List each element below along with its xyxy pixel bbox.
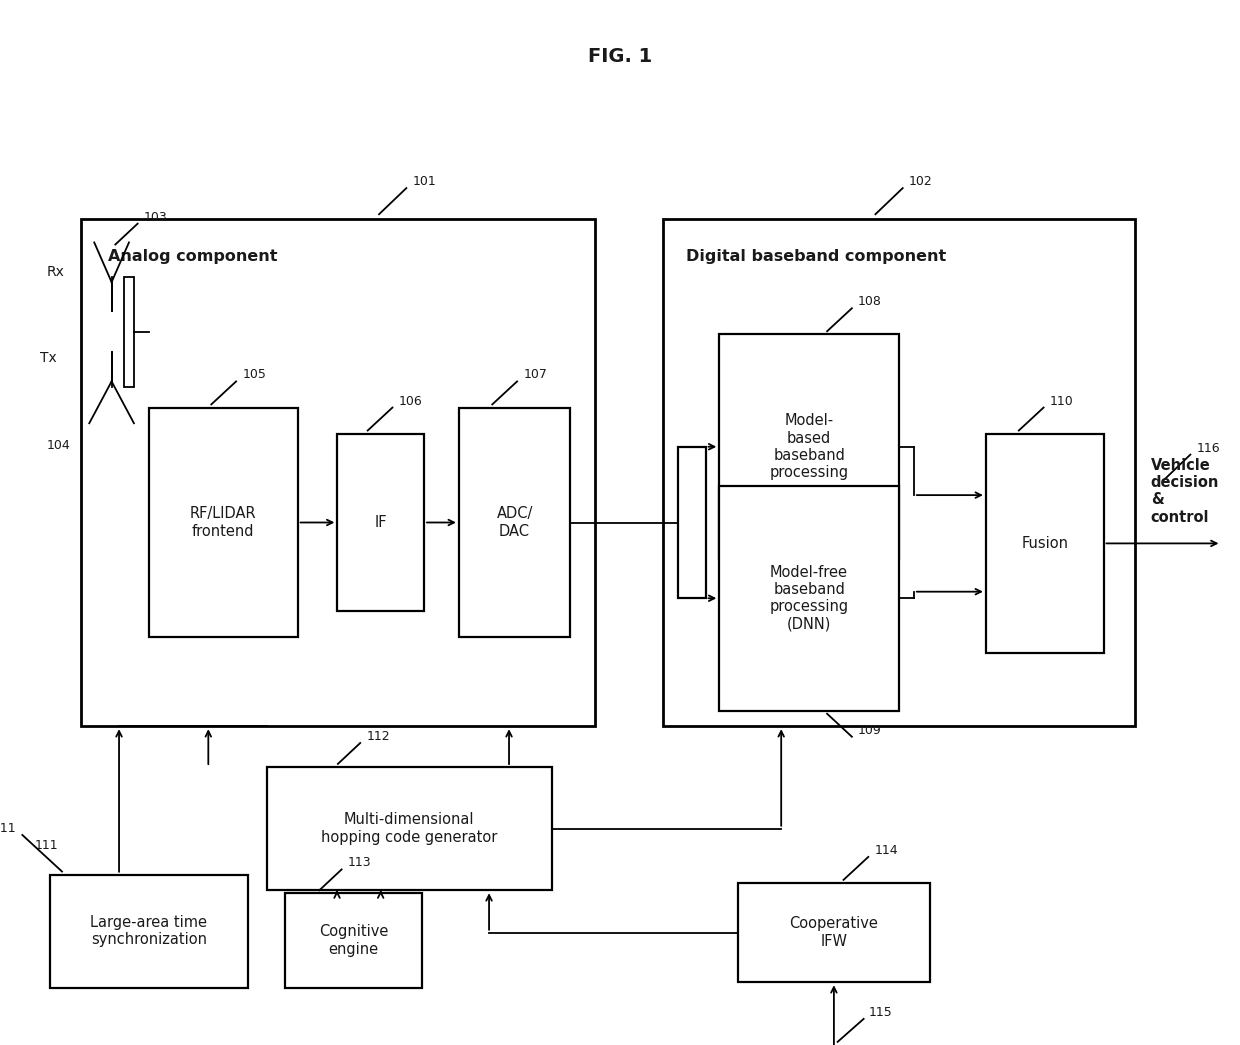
Text: 112: 112 <box>367 730 391 743</box>
Text: 102: 102 <box>909 176 932 188</box>
Text: 110: 110 <box>1050 395 1074 408</box>
Text: 114: 114 <box>874 844 898 857</box>
Text: 113: 113 <box>347 857 372 869</box>
Bar <box>663 219 1135 726</box>
Text: 111: 111 <box>0 822 16 835</box>
Text: 108: 108 <box>858 296 882 308</box>
Text: 105: 105 <box>242 369 267 381</box>
Text: Digital baseband component: Digital baseband component <box>686 249 946 263</box>
Text: IF: IF <box>374 515 387 530</box>
Text: Cognitive
engine: Cognitive engine <box>319 924 388 957</box>
Text: 104: 104 <box>47 439 71 451</box>
Text: 111: 111 <box>35 839 58 852</box>
Text: ADC/
DAC: ADC/ DAC <box>496 506 533 539</box>
Text: Cooperative
IFW: Cooperative IFW <box>790 916 878 949</box>
Bar <box>986 434 1104 653</box>
Text: 109: 109 <box>858 724 882 737</box>
Bar <box>81 219 595 726</box>
Text: Vehicle
decision
&
control: Vehicle decision & control <box>1151 458 1219 525</box>
Text: 107: 107 <box>523 369 547 381</box>
Bar <box>719 486 899 711</box>
Bar <box>719 334 899 559</box>
Bar <box>738 883 930 982</box>
Text: Large-area time
synchronization: Large-area time synchronization <box>91 914 207 948</box>
Bar <box>124 277 134 387</box>
Text: Analog component: Analog component <box>108 249 278 263</box>
Text: 116: 116 <box>1197 442 1220 455</box>
Text: RF/LIDAR
frontend: RF/LIDAR frontend <box>190 506 257 539</box>
Text: Rx: Rx <box>47 264 64 279</box>
Bar <box>149 408 298 637</box>
Text: Model-free
baseband
processing
(DNN): Model-free baseband processing (DNN) <box>770 564 848 632</box>
Bar <box>285 893 422 988</box>
Text: 101: 101 <box>413 176 436 188</box>
Bar <box>678 447 706 598</box>
Bar <box>267 767 552 890</box>
Bar <box>337 434 424 611</box>
Text: 103: 103 <box>144 211 167 224</box>
Text: FIG. 1: FIG. 1 <box>588 47 652 66</box>
Bar <box>459 408 570 637</box>
Text: Multi-dimensional
hopping code generator: Multi-dimensional hopping code generator <box>321 812 497 845</box>
Text: Model-
based
baseband
processing: Model- based baseband processing <box>770 413 848 481</box>
Text: 106: 106 <box>399 395 423 408</box>
Text: Tx: Tx <box>40 351 57 366</box>
Bar <box>50 875 248 988</box>
Text: Fusion: Fusion <box>1022 536 1068 551</box>
Text: 115: 115 <box>868 1006 893 1019</box>
